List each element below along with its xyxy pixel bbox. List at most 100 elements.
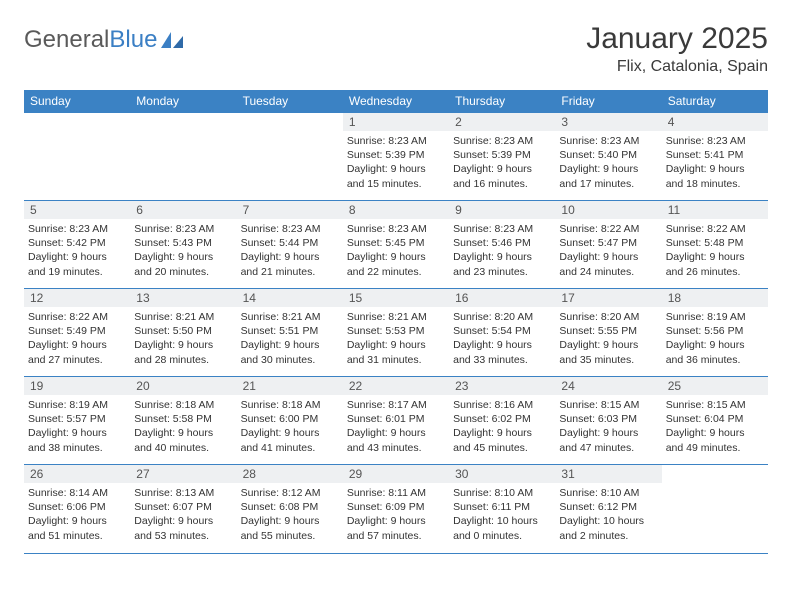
day-number: 26 xyxy=(24,465,130,483)
day-body: Sunrise: 8:23 AMSunset: 5:44 PMDaylight:… xyxy=(237,219,343,282)
day-cell: 24Sunrise: 8:15 AMSunset: 6:03 PMDayligh… xyxy=(555,377,661,465)
sunset-line: Sunset: 5:54 PM xyxy=(453,324,551,338)
day-number: 18 xyxy=(662,289,768,307)
day-body: Sunrise: 8:23 AMSunset: 5:45 PMDaylight:… xyxy=(343,219,449,282)
title-block: January 2025 Flix, Catalonia, Spain xyxy=(586,22,768,76)
day-number: 9 xyxy=(449,201,555,219)
sunrise-line: Sunrise: 8:18 AM xyxy=(134,398,232,412)
day-number: 20 xyxy=(130,377,236,395)
daylight-line: Daylight: 9 hours and 35 minutes. xyxy=(559,338,657,366)
day-cell xyxy=(24,113,130,201)
dayhead-wed: Wednesday xyxy=(343,90,449,113)
sunset-line: Sunset: 5:56 PM xyxy=(666,324,764,338)
day-body: Sunrise: 8:18 AMSunset: 5:58 PMDaylight:… xyxy=(130,395,236,458)
day-body: Sunrise: 8:10 AMSunset: 6:11 PMDaylight:… xyxy=(449,483,555,546)
daylight-line: Daylight: 9 hours and 47 minutes. xyxy=(559,426,657,454)
location: Flix, Catalonia, Spain xyxy=(586,58,768,76)
sunrise-line: Sunrise: 8:22 AM xyxy=(666,222,764,236)
sunrise-line: Sunrise: 8:15 AM xyxy=(666,398,764,412)
sunrise-line: Sunrise: 8:21 AM xyxy=(241,310,339,324)
day-body: Sunrise: 8:22 AMSunset: 5:48 PMDaylight:… xyxy=(662,219,768,282)
sunset-line: Sunset: 6:02 PM xyxy=(453,412,551,426)
daylight-line: Daylight: 9 hours and 43 minutes. xyxy=(347,426,445,454)
day-number: 2 xyxy=(449,113,555,131)
daylight-line: Daylight: 9 hours and 15 minutes. xyxy=(347,162,445,190)
sunset-line: Sunset: 5:55 PM xyxy=(559,324,657,338)
day-body: Sunrise: 8:23 AMSunset: 5:46 PMDaylight:… xyxy=(449,219,555,282)
sunset-line: Sunset: 5:47 PM xyxy=(559,236,657,250)
day-cell: 17Sunrise: 8:20 AMSunset: 5:55 PMDayligh… xyxy=(555,289,661,377)
day-body: Sunrise: 8:15 AMSunset: 6:04 PMDaylight:… xyxy=(662,395,768,458)
sunrise-line: Sunrise: 8:21 AM xyxy=(347,310,445,324)
daylight-line: Daylight: 9 hours and 41 minutes. xyxy=(241,426,339,454)
day-cell: 19Sunrise: 8:19 AMSunset: 5:57 PMDayligh… xyxy=(24,377,130,465)
sunrise-line: Sunrise: 8:10 AM xyxy=(453,486,551,500)
sunset-line: Sunset: 5:40 PM xyxy=(559,148,657,162)
daylight-line: Daylight: 9 hours and 57 minutes. xyxy=(347,514,445,542)
day-cell: 7Sunrise: 8:23 AMSunset: 5:44 PMDaylight… xyxy=(237,201,343,289)
sunrise-line: Sunrise: 8:22 AM xyxy=(559,222,657,236)
day-number: 21 xyxy=(237,377,343,395)
sunset-line: Sunset: 5:39 PM xyxy=(453,148,551,162)
day-cell xyxy=(662,465,768,553)
sunrise-line: Sunrise: 8:22 AM xyxy=(28,310,126,324)
daylight-line: Daylight: 9 hours and 21 minutes. xyxy=(241,250,339,278)
day-cell: 28Sunrise: 8:12 AMSunset: 6:08 PMDayligh… xyxy=(237,465,343,553)
day-body: Sunrise: 8:11 AMSunset: 6:09 PMDaylight:… xyxy=(343,483,449,546)
sunrise-line: Sunrise: 8:13 AM xyxy=(134,486,232,500)
sunset-line: Sunset: 6:07 PM xyxy=(134,500,232,514)
day-number: 3 xyxy=(555,113,661,131)
sunset-line: Sunset: 6:08 PM xyxy=(241,500,339,514)
day-number: 23 xyxy=(449,377,555,395)
daylight-line: Daylight: 9 hours and 38 minutes. xyxy=(28,426,126,454)
day-number: 29 xyxy=(343,465,449,483)
day-number: 11 xyxy=(662,201,768,219)
day-body: Sunrise: 8:22 AMSunset: 5:47 PMDaylight:… xyxy=(555,219,661,282)
sunset-line: Sunset: 5:44 PM xyxy=(241,236,339,250)
daylight-line: Daylight: 9 hours and 51 minutes. xyxy=(28,514,126,542)
logo-text-2: Blue xyxy=(109,26,157,54)
daylight-line: Daylight: 9 hours and 18 minutes. xyxy=(666,162,764,190)
day-body: Sunrise: 8:21 AMSunset: 5:51 PMDaylight:… xyxy=(237,307,343,370)
sunset-line: Sunset: 6:09 PM xyxy=(347,500,445,514)
daylight-line: Daylight: 9 hours and 28 minutes. xyxy=(134,338,232,366)
day-number: 15 xyxy=(343,289,449,307)
daylight-line: Daylight: 9 hours and 26 minutes. xyxy=(666,250,764,278)
week-row: 1Sunrise: 8:23 AMSunset: 5:39 PMDaylight… xyxy=(24,113,768,201)
day-cell: 16Sunrise: 8:20 AMSunset: 5:54 PMDayligh… xyxy=(449,289,555,377)
logo-sail-icon xyxy=(159,30,185,50)
sunrise-line: Sunrise: 8:23 AM xyxy=(559,134,657,148)
day-number: 12 xyxy=(24,289,130,307)
sunrise-line: Sunrise: 8:23 AM xyxy=(347,134,445,148)
sunset-line: Sunset: 5:39 PM xyxy=(347,148,445,162)
daylight-line: Daylight: 9 hours and 23 minutes. xyxy=(453,250,551,278)
day-cell xyxy=(237,113,343,201)
day-cell: 13Sunrise: 8:21 AMSunset: 5:50 PMDayligh… xyxy=(130,289,236,377)
sunset-line: Sunset: 5:46 PM xyxy=(453,236,551,250)
day-number: 7 xyxy=(237,201,343,219)
daylight-line: Daylight: 9 hours and 24 minutes. xyxy=(559,250,657,278)
day-body: Sunrise: 8:16 AMSunset: 6:02 PMDaylight:… xyxy=(449,395,555,458)
day-cell: 18Sunrise: 8:19 AMSunset: 5:56 PMDayligh… xyxy=(662,289,768,377)
daylight-line: Daylight: 9 hours and 30 minutes. xyxy=(241,338,339,366)
sunset-line: Sunset: 5:41 PM xyxy=(666,148,764,162)
sunset-line: Sunset: 6:04 PM xyxy=(666,412,764,426)
week-row: 12Sunrise: 8:22 AMSunset: 5:49 PMDayligh… xyxy=(24,289,768,377)
day-body: Sunrise: 8:13 AMSunset: 6:07 PMDaylight:… xyxy=(130,483,236,546)
sunrise-line: Sunrise: 8:23 AM xyxy=(453,134,551,148)
day-body: Sunrise: 8:10 AMSunset: 6:12 PMDaylight:… xyxy=(555,483,661,546)
day-number: 28 xyxy=(237,465,343,483)
sunrise-line: Sunrise: 8:15 AM xyxy=(559,398,657,412)
sunset-line: Sunset: 5:42 PM xyxy=(28,236,126,250)
sunset-line: Sunset: 6:06 PM xyxy=(28,500,126,514)
day-cell: 4Sunrise: 8:23 AMSunset: 5:41 PMDaylight… xyxy=(662,113,768,201)
daylight-line: Daylight: 10 hours and 0 minutes. xyxy=(453,514,551,542)
day-body: Sunrise: 8:23 AMSunset: 5:42 PMDaylight:… xyxy=(24,219,130,282)
sunrise-line: Sunrise: 8:20 AM xyxy=(453,310,551,324)
daylight-line: Daylight: 9 hours and 27 minutes. xyxy=(28,338,126,366)
day-number: 22 xyxy=(343,377,449,395)
day-cell: 29Sunrise: 8:11 AMSunset: 6:09 PMDayligh… xyxy=(343,465,449,553)
day-cell: 27Sunrise: 8:13 AMSunset: 6:07 PMDayligh… xyxy=(130,465,236,553)
day-body: Sunrise: 8:23 AMSunset: 5:39 PMDaylight:… xyxy=(343,131,449,194)
day-cell: 31Sunrise: 8:10 AMSunset: 6:12 PMDayligh… xyxy=(555,465,661,553)
